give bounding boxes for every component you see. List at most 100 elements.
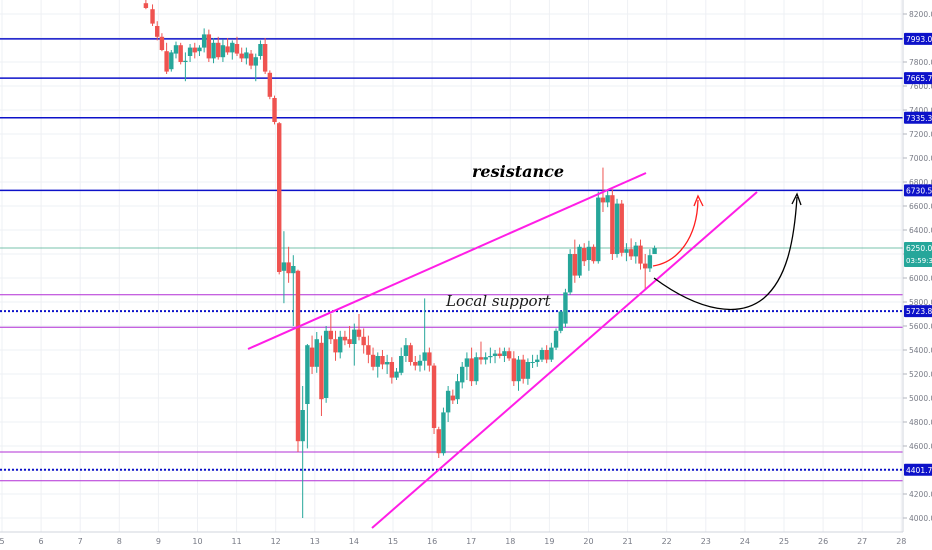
candle-body[interactable] [220, 45, 226, 58]
candle-body[interactable] [450, 395, 456, 401]
candle-body[interactable] [539, 350, 545, 360]
candle-body[interactable] [234, 44, 240, 54]
candle-body[interactable] [333, 339, 338, 353]
candle-body[interactable] [314, 339, 319, 367]
candle-body[interactable] [511, 358, 517, 382]
candle-body[interactable] [478, 357, 484, 360]
candle-body[interactable] [216, 42, 221, 58]
candle-body[interactable] [319, 342, 324, 400]
candle-body[interactable] [464, 358, 470, 367]
candle-body[interactable] [403, 345, 409, 356]
candle-body[interactable] [633, 245, 639, 257]
candle-body[interactable] [323, 330, 329, 398]
candle-body[interactable] [389, 362, 395, 378]
candle-body[interactable] [647, 255, 653, 269]
candle-body[interactable] [549, 347, 554, 360]
candle-body[interactable] [225, 46, 230, 53]
resistance-trendline[interactable] [247, 172, 647, 350]
candle-body[interactable] [525, 362, 531, 379]
candle-body[interactable] [431, 365, 437, 428]
candle-body[interactable] [474, 357, 479, 382]
candle-body[interactable] [581, 248, 587, 262]
candle-body[interactable] [356, 329, 362, 337]
candle-body[interactable] [239, 53, 244, 59]
candle-body[interactable] [492, 353, 498, 356]
candle-body[interactable] [150, 9, 155, 24]
support-trendline[interactable] [371, 191, 758, 529]
candle-body[interactable] [262, 44, 268, 72]
candle-body[interactable] [206, 34, 212, 59]
black-projection-arrow[interactable] [653, 196, 798, 310]
candle-body[interactable] [596, 197, 601, 262]
candle-body[interactable] [183, 60, 188, 62]
candle-body[interactable] [572, 254, 578, 276]
candle-body[interactable] [502, 351, 507, 356]
candle-body[interactable] [244, 52, 249, 59]
candle-body[interactable] [488, 356, 493, 358]
candle-body[interactable] [277, 123, 282, 272]
candle-body[interactable] [305, 345, 310, 404]
candle-body[interactable] [328, 330, 334, 340]
candle-body[interactable] [619, 203, 624, 253]
candle-body[interactable] [375, 356, 380, 367]
candle-body[interactable] [427, 352, 432, 366]
candle-body[interactable] [535, 359, 540, 362]
candle-body[interactable] [352, 329, 357, 344]
candle-body[interactable] [342, 336, 348, 341]
candle-body[interactable] [155, 26, 160, 37]
candle-body[interactable] [192, 47, 197, 53]
candle-body[interactable] [361, 336, 366, 346]
candle-body[interactable] [253, 57, 258, 66]
candle-body[interactable] [366, 345, 371, 355]
candle-body[interactable] [211, 42, 216, 59]
candle-body[interactable] [436, 429, 441, 454]
candle-body[interactable] [169, 52, 174, 70]
candle-body[interactable] [628, 249, 634, 257]
candle-body[interactable] [610, 195, 615, 254]
candle-body[interactable] [380, 356, 385, 365]
candle-body[interactable] [201, 34, 207, 48]
candle-body[interactable] [258, 44, 263, 56]
candle-body[interactable] [445, 390, 451, 413]
candle-body[interactable] [291, 266, 296, 274]
candle-body[interactable] [516, 359, 521, 382]
candle-body[interactable] [248, 53, 254, 66]
candle-body[interactable] [370, 354, 376, 367]
candle-body[interactable] [230, 42, 235, 53]
candle-body[interactable] [605, 195, 610, 203]
candle-body[interactable] [338, 336, 343, 353]
candle-body[interactable] [272, 98, 277, 122]
candle-body[interactable] [295, 270, 301, 442]
candle-body[interactable] [469, 358, 474, 382]
candle-body[interactable] [586, 246, 592, 260]
candle-body[interactable] [267, 72, 273, 97]
candle-body[interactable] [309, 347, 315, 367]
candle-body[interactable] [422, 352, 427, 361]
candle-body[interactable] [286, 262, 291, 274]
candle-body[interactable] [159, 36, 165, 50]
candle-body[interactable] [394, 371, 399, 378]
candle-body[interactable] [441, 412, 446, 454]
candle-body[interactable] [567, 254, 573, 293]
candle-body[interactable] [638, 245, 643, 264]
candle-body[interactable] [553, 330, 559, 348]
candle-body[interactable] [521, 359, 526, 379]
candle-body[interactable] [591, 246, 596, 262]
red-projection-arrow[interactable] [652, 199, 699, 267]
candle-body[interactable] [600, 197, 606, 203]
candle-body[interactable] [384, 362, 390, 365]
candle-body[interactable] [408, 345, 413, 362]
candle-body[interactable] [143, 3, 149, 9]
candle-body[interactable] [642, 263, 648, 269]
candle-body[interactable] [497, 353, 502, 356]
candle-body[interactable] [178, 45, 183, 62]
candle-body[interactable] [530, 362, 535, 363]
candle-body[interactable] [399, 356, 404, 373]
candle-body[interactable] [164, 51, 169, 72]
candle-body[interactable] [300, 410, 305, 442]
candle-body[interactable] [652, 248, 657, 254]
candle-body[interactable] [544, 350, 549, 360]
candle-body[interactable] [455, 381, 460, 400]
candle-body[interactable] [187, 47, 193, 56]
